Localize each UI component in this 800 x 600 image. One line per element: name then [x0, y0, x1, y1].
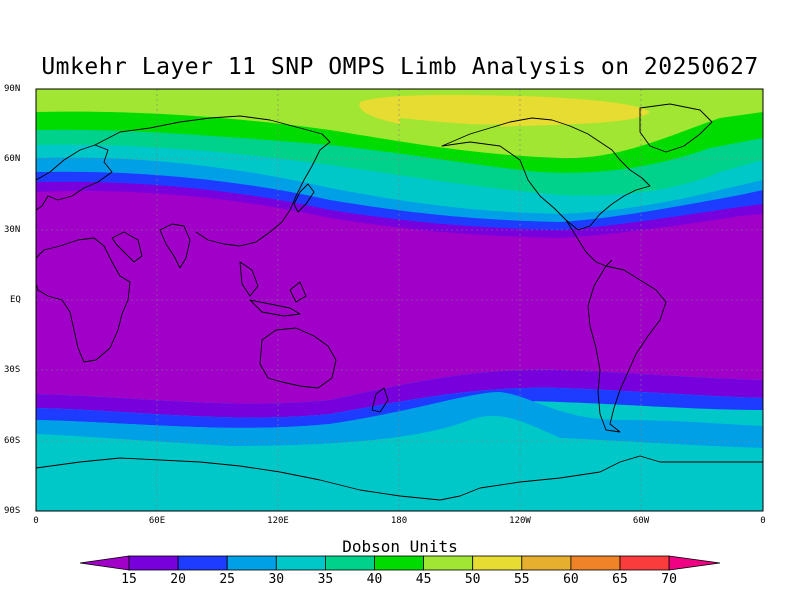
lon-label-60e: 60E — [148, 516, 166, 526]
colorbar-tick-label: 60 — [563, 572, 579, 587]
colorbar-tick-label: 30 — [268, 572, 285, 587]
colorbar-title: Dobson Units — [342, 537, 458, 556]
lon-label-120e: 120E — [267, 516, 289, 526]
colorbar-segment — [570, 555, 621, 571]
lat-label-60n: 60N — [4, 154, 21, 164]
band-blue-south — [36, 387, 763, 428]
colorbar-segment — [275, 555, 326, 571]
lon-label-60w: 60W — [632, 516, 650, 526]
colorbar-segment — [324, 555, 375, 571]
lon-label-180: 180 — [390, 516, 408, 526]
map-frame — [35, 88, 764, 512]
lon-label-0-east: 0 — [760, 516, 766, 526]
lat-label-30n: 30N — [4, 225, 21, 235]
colorbar-tick-label: 20 — [170, 572, 186, 587]
lon-label-120w: 120W — [509, 516, 531, 526]
colorbar-tick-label: 25 — [219, 572, 236, 587]
colorbar-segment — [177, 555, 228, 571]
colorbar-segment — [226, 555, 277, 571]
lat-label-eq: EQ — [10, 295, 21, 305]
coastlines — [36, 103, 763, 501]
colorbar-segment — [423, 555, 474, 571]
colorbar-tick-label: 55 — [513, 572, 530, 587]
map-title: Umkehr Layer 11 SNP OMPS Limb Analysis o… — [41, 54, 759, 80]
colorbar-tick-label: 40 — [366, 572, 383, 587]
contour-field — [36, 89, 763, 511]
lat-label-90n: 90N — [4, 84, 21, 94]
colorbar-segment — [619, 555, 670, 571]
colorbar — [79, 555, 721, 571]
band-violet-south — [36, 369, 763, 418]
lat-label-90s: 90S — [4, 506, 21, 516]
colorbar-tick-label: 35 — [317, 572, 334, 587]
colorbar-segment — [521, 555, 572, 571]
colorbar-tick-label: 70 — [661, 572, 677, 587]
gridlines — [36, 89, 763, 511]
lat-label-30s: 30S — [4, 365, 21, 375]
colorbar-tick-label: 45 — [415, 572, 432, 587]
band-cyan-south — [36, 416, 763, 511]
colorbar-arrow-high — [668, 555, 721, 571]
band-lightgreen-arctic — [400, 118, 500, 132]
colorbar-tick-label: 65 — [612, 572, 628, 587]
colorbar-tick-label: 15 — [121, 572, 137, 587]
lon-label-0-west: 0 — [33, 516, 39, 526]
colorbar-tick-label: 50 — [464, 572, 481, 587]
band-yellow-arctic — [359, 94, 650, 128]
colorbar-arrow-low — [79, 555, 130, 571]
band-lightblue-south — [36, 392, 763, 448]
lat-label-60s: 60S — [4, 436, 21, 446]
colorbar-segment — [472, 555, 523, 571]
colorbar-segment — [374, 555, 424, 571]
colorbar-segment — [128, 555, 179, 571]
